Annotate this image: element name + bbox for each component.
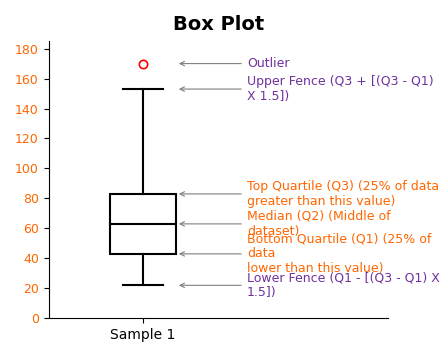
Text: Lower Fence (Q1 - [(Q3 - Q1) X 1.5]): Lower Fence (Q1 - [(Q3 - Q1) X 1.5]) <box>180 271 440 299</box>
Bar <box>110 194 176 254</box>
Text: Outlier: Outlier <box>180 57 289 70</box>
Text: Bottom Quartile (Q1) (25% of data
lower than this value): Bottom Quartile (Q1) (25% of data lower … <box>180 232 431 275</box>
Text: Upper Fence (Q3 + [(Q3 - Q1) X 1.5]): Upper Fence (Q3 + [(Q3 - Q1) X 1.5]) <box>180 75 434 103</box>
Text: Median (Q2) (Middle of dataset): Median (Q2) (Middle of dataset) <box>180 210 390 238</box>
Text: Top Quartile (Q3) (25% of data
greater than this value): Top Quartile (Q3) (25% of data greater t… <box>180 180 439 208</box>
Title: Box Plot: Box Plot <box>173 15 264 34</box>
